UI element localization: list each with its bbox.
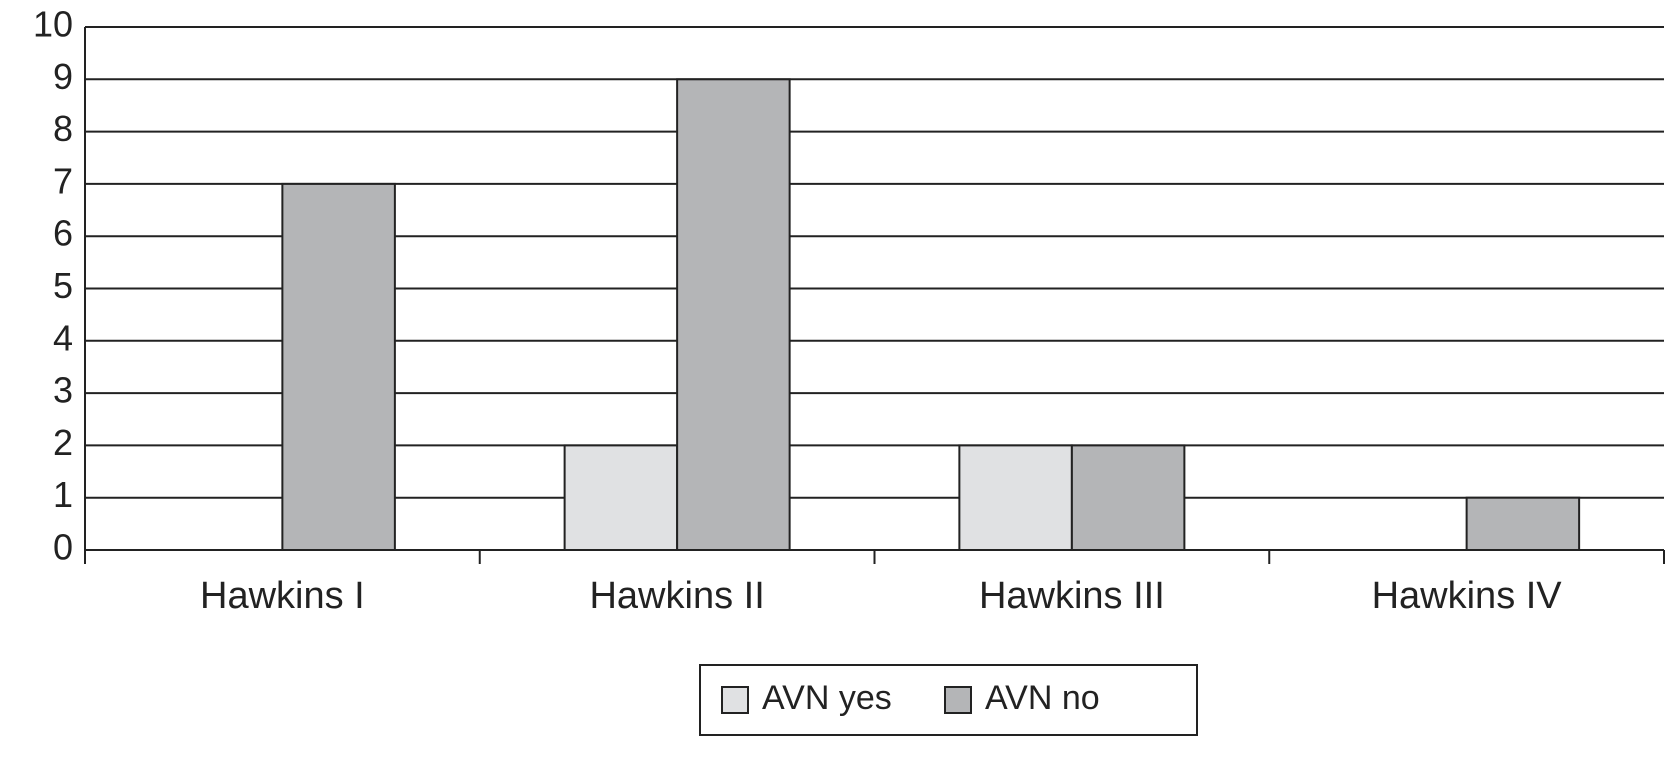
x-tick-label: Hawkins II xyxy=(589,575,764,617)
x-tick-label: Hawkins IV xyxy=(1372,575,1563,617)
y-tick-label: 6 xyxy=(53,213,73,254)
y-tick-label: 9 xyxy=(53,56,73,97)
y-tick-label: 5 xyxy=(53,265,73,306)
x-tick-label: Hawkins I xyxy=(200,575,365,617)
y-tick-label: 10 xyxy=(33,4,73,45)
y-tick-label: 0 xyxy=(53,527,73,568)
legend-swatch xyxy=(944,686,972,714)
bar xyxy=(1465,496,1581,552)
x-tick-label: Hawkins III xyxy=(979,575,1165,617)
y-tick-label: 7 xyxy=(53,160,73,201)
bar xyxy=(676,78,791,552)
y-tick-label: 1 xyxy=(53,474,73,515)
y-tick-label: 8 xyxy=(53,108,73,149)
bar xyxy=(958,444,1073,551)
bar xyxy=(563,444,679,551)
legend-label: AVN no xyxy=(985,679,1100,717)
y-tick-label: 4 xyxy=(53,317,73,358)
y-tick-label: 3 xyxy=(53,370,73,411)
legend-label: AVN yes xyxy=(762,679,892,717)
bar xyxy=(1070,444,1186,551)
legend-swatch xyxy=(721,686,749,714)
bar xyxy=(281,182,396,551)
y-tick-label: 2 xyxy=(53,422,73,463)
